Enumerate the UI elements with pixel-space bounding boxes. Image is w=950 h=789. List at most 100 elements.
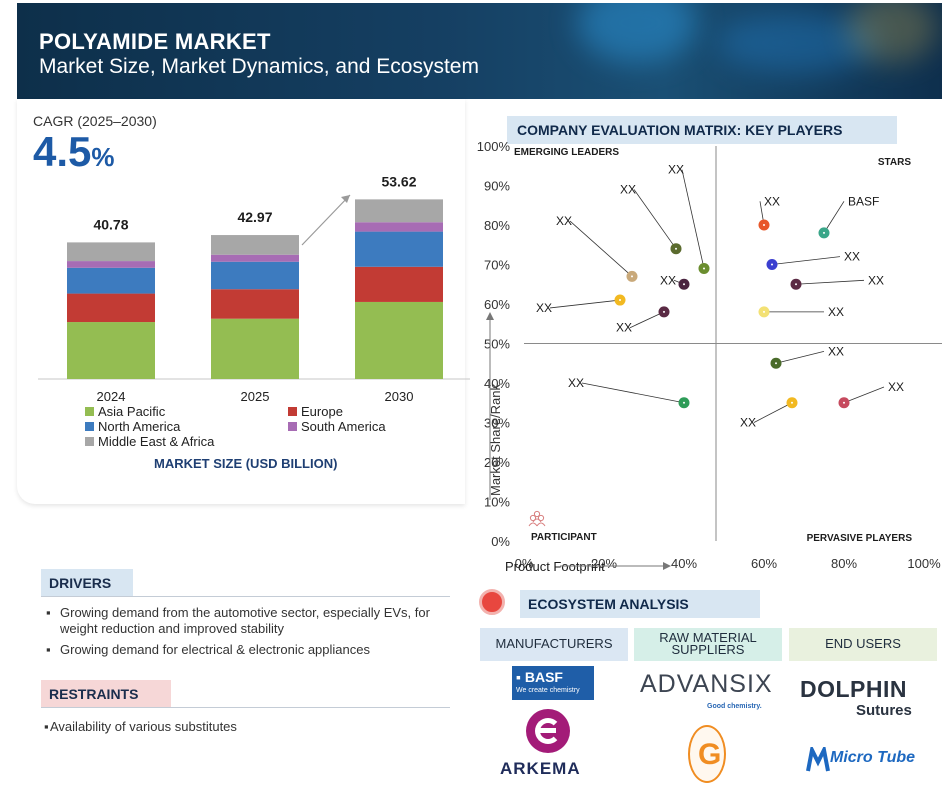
company-point-label: XX <box>740 416 756 430</box>
bar-segment <box>67 267 155 294</box>
quadrant-label: STARS <box>878 157 911 168</box>
point-leader-line <box>633 189 677 249</box>
point-leader-line <box>581 382 685 404</box>
advansix-logo: ADVANSIX <box>640 670 773 698</box>
company-point-center <box>675 247 677 250</box>
point-leader-line <box>629 311 665 329</box>
company-point-label: XX <box>660 273 676 287</box>
point-leader-line <box>843 386 885 404</box>
x-tick-label: 40% <box>671 556 697 571</box>
point-leader-line <box>771 256 841 265</box>
company-point-center <box>771 263 773 266</box>
company-point-center <box>683 401 685 404</box>
company-point-label: XX <box>620 182 636 196</box>
bar-segment <box>211 235 299 255</box>
microtube-logo: Micro Tube <box>830 749 916 766</box>
company-point-center <box>703 267 705 270</box>
market-size-caption: MARKET SIZE (USD BILLION) <box>154 456 338 471</box>
company-point-center <box>683 283 685 286</box>
column-end-users: END USERS <box>789 628 937 661</box>
bar-total-label: 40.78 <box>93 216 128 232</box>
microtube-mark-icon <box>806 743 830 773</box>
gsfc-logo: G <box>688 725 726 783</box>
bar-segment <box>355 222 443 232</box>
quadrant-label: EMERGING LEADERS <box>514 147 619 158</box>
legend-item-europe: Europe <box>288 404 343 419</box>
legend-item-south-america: South America <box>288 419 386 434</box>
bar-segment <box>67 322 155 379</box>
company-point-label: XX <box>828 305 844 319</box>
point-leader-line <box>823 201 845 234</box>
x-axis-label: Product Footprint <box>505 559 605 574</box>
dolphin-logo: DOLPHIN <box>800 676 907 702</box>
ecosystem-title: ECOSYSTEM ANALYSIS <box>520 590 760 618</box>
restraint-item: ▪ Availability of various substitutes <box>44 719 237 734</box>
y-tick-label: 90% <box>484 179 510 194</box>
company-point-label: XX <box>616 321 632 335</box>
bar-segment <box>355 301 443 379</box>
company-point-center <box>763 310 765 313</box>
legend-item-asia-pacific: Asia Pacific <box>85 404 165 419</box>
column-manufacturers: MANUFACTURERS <box>480 628 628 661</box>
growth-arrow-head <box>341 195 350 203</box>
company-point-center <box>631 275 633 278</box>
cagr-unit: % <box>91 142 115 172</box>
x-tick-label: 100% <box>907 556 941 571</box>
bar-segment <box>211 289 299 319</box>
quadrant-label: PARTICIPANT <box>531 532 597 543</box>
page-subtitle: Market Size, Market Dynamics, and Ecosys… <box>39 55 479 78</box>
legend-swatch <box>288 422 297 431</box>
company-point-center <box>775 362 777 365</box>
legend-swatch <box>85 407 94 416</box>
x-tick-label: 60% <box>751 556 777 571</box>
company-point-label: XX <box>556 214 572 228</box>
company-point-center <box>791 401 793 404</box>
legend-item-mea: Middle East & Africa <box>85 434 214 449</box>
participant-people-icon <box>528 510 546 527</box>
legend-swatch <box>85 437 94 446</box>
company-point-label: XX <box>764 194 780 208</box>
column-raw-material-suppliers: RAW MATERIAL SUPPLIERS <box>634 628 782 661</box>
bar-category-label: 2024 <box>97 389 126 404</box>
basf-logo: ▪ BASF We create chemistry <box>512 666 594 700</box>
y-tick-label: 60% <box>484 297 510 312</box>
matrix-title: COMPANY EVALUATION MATRIX: KEY PLAYERS <box>507 116 897 144</box>
x-tick-label: 0% <box>515 556 534 571</box>
point-leader-line <box>569 220 633 277</box>
company-point-center <box>663 310 665 313</box>
y-tick-label: 70% <box>484 258 510 273</box>
y-axis-label: Market Share/Rank <box>488 384 503 496</box>
bar-segment <box>211 318 299 379</box>
restraints-heading: RESTRAINTS <box>41 680 171 707</box>
driver-item: ▪ Growing demand from the automotive sect… <box>46 605 430 636</box>
page-title: POLYAMIDE MARKET <box>39 29 271 54</box>
growth-arrow <box>301 194 351 246</box>
company-point-center <box>843 401 845 404</box>
company-point-center <box>619 299 621 302</box>
company-point-label: BASF <box>848 194 879 208</box>
bar-total-label: 42.97 <box>237 209 272 225</box>
company-point-label: XX <box>568 376 584 390</box>
arkema-logo: ARKEMA <box>500 759 581 778</box>
cagr-number: 4.5 <box>33 128 92 175</box>
bar-category-label: 2030 <box>385 389 414 404</box>
bar-segment <box>67 242 155 262</box>
y-axis-arrow-head <box>486 312 494 320</box>
y-tick-label: 80% <box>484 218 510 233</box>
cagr-value: 4.5% <box>33 128 115 176</box>
company-point-label: XX <box>888 380 904 394</box>
x-axis-arrow-head <box>663 562 671 570</box>
bar-segment <box>355 231 443 267</box>
y-tick-label: 40% <box>484 376 510 391</box>
bar-segment <box>355 199 443 223</box>
legend-item-north-america: North America <box>85 419 180 434</box>
bar-segment <box>67 293 155 323</box>
y-tick-label: 100% <box>477 139 511 154</box>
advansix-tagline: Good chemistry. <box>707 703 762 710</box>
dolphin-sutures-text: Sutures <box>856 702 912 719</box>
company-point-label: XX <box>536 301 552 315</box>
bar-segment <box>211 254 299 262</box>
company-point-center <box>763 224 765 226</box>
